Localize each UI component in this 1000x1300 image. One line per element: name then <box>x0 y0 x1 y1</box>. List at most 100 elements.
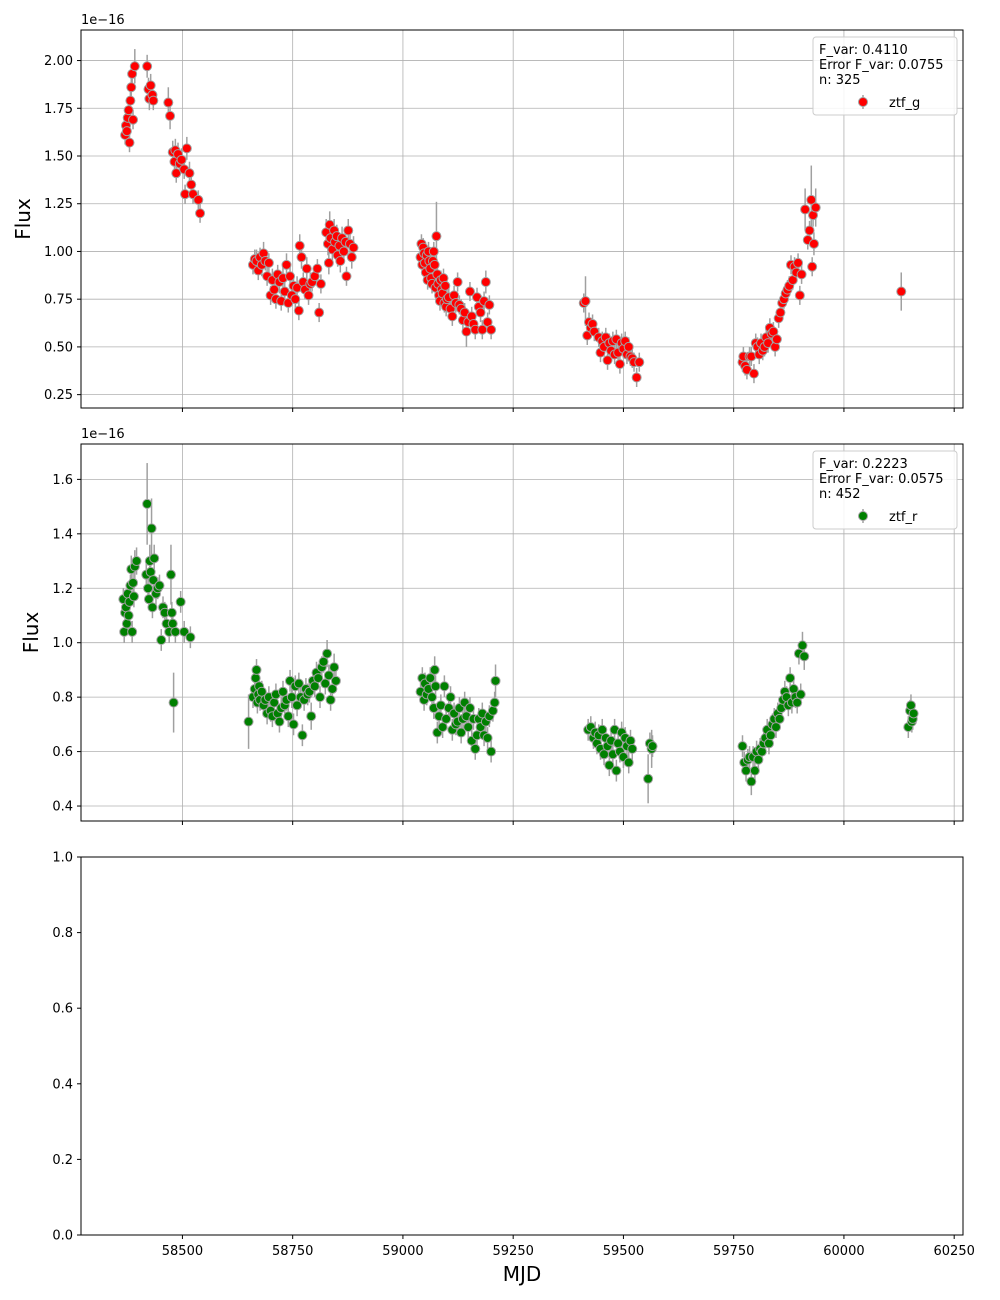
data-point <box>480 277 491 287</box>
data-point <box>623 757 634 768</box>
y-tick-label: 1.6 <box>52 473 73 488</box>
data-point <box>168 697 179 708</box>
data-point <box>314 307 325 318</box>
x-tick-label: 59750 <box>713 1244 754 1259</box>
data-point <box>748 368 759 379</box>
x-tick-label: 58750 <box>272 1244 313 1259</box>
data-point <box>431 231 442 242</box>
data-point <box>430 681 441 692</box>
data-point <box>143 594 154 605</box>
data-point <box>463 722 474 733</box>
data-point <box>179 626 190 637</box>
data-point <box>329 662 340 673</box>
axes-frame <box>80 443 964 822</box>
data-point <box>145 80 156 91</box>
data-point <box>896 286 907 297</box>
data-point <box>315 692 326 703</box>
data-point <box>487 705 498 716</box>
data-point <box>166 607 177 618</box>
data-point <box>123 105 134 116</box>
data-point <box>486 746 497 757</box>
data-point <box>800 204 811 215</box>
data-point <box>294 240 305 251</box>
data-point <box>623 341 634 352</box>
y-tick-label: 0.0 <box>52 1229 73 1244</box>
data-point <box>251 664 262 675</box>
data-point <box>614 359 625 370</box>
data-point <box>285 271 296 282</box>
panel-ztf_r: 0.4 0.6 0.8 1.0 1.2 1.4 1.6 1e−16 Flux F_var: 0.2… <box>19 427 964 825</box>
legend-stat: Error F_var: 0.0755 <box>819 58 944 73</box>
data-point <box>597 724 608 735</box>
data-point <box>195 208 206 219</box>
data-point <box>318 656 329 667</box>
data-point <box>327 683 338 694</box>
data-point <box>274 716 285 727</box>
data-point <box>145 566 156 577</box>
data-point <box>124 137 135 148</box>
data-point <box>170 626 181 637</box>
data-point <box>175 596 186 607</box>
data-point <box>142 498 153 509</box>
data-point <box>269 284 280 295</box>
data-point <box>441 713 452 724</box>
data-point <box>301 263 312 274</box>
y-tick-label: 1.4 <box>52 527 73 542</box>
data-point <box>602 355 613 366</box>
data-point <box>185 632 196 643</box>
x-tick-label: 59250 <box>493 1244 534 1259</box>
x-tick-label: 59500 <box>603 1244 644 1259</box>
data-point <box>908 708 919 719</box>
series-ztf_r <box>118 463 919 804</box>
data-point <box>343 225 354 236</box>
data-point <box>785 673 796 684</box>
data-point <box>429 259 440 270</box>
data-point <box>775 307 786 318</box>
data-point <box>146 523 157 534</box>
data-point <box>792 697 803 708</box>
data-point <box>297 730 308 741</box>
data-point <box>348 242 359 253</box>
y-tick-label: 1.75 <box>44 102 73 117</box>
data-point <box>171 168 182 179</box>
y-tick-label: 1.00 <box>44 245 73 260</box>
data-point <box>427 692 438 703</box>
data-point <box>286 692 297 703</box>
data-point <box>165 569 176 580</box>
data-point <box>330 675 341 686</box>
y-tick-label: 0.4 <box>52 800 73 815</box>
y-tick-label: 0.8 <box>52 926 73 941</box>
data-point <box>445 692 456 703</box>
panel-empty: 0.0 0.2 0.4 0.6 0.8 1.0 58500 58750 59000 59250 59… <box>52 851 975 1260</box>
data-point <box>283 711 294 722</box>
data-point <box>288 719 299 730</box>
data-point <box>470 743 481 754</box>
data-point <box>346 252 357 263</box>
data-point <box>763 738 774 749</box>
data-point <box>804 225 815 236</box>
data-point <box>475 307 486 318</box>
data-point <box>323 257 334 268</box>
data-point <box>643 773 654 784</box>
data-point <box>293 678 304 689</box>
y-tick-label: 0.75 <box>44 293 73 308</box>
data-point <box>905 700 916 711</box>
data-point <box>193 194 204 205</box>
y-tick-label: 0.4 <box>52 1077 73 1092</box>
panel-ztf_g: 0.25 0.50 0.75 1.00 1.25 1.50 1.75 2.00 1e−16 Flu… <box>11 13 964 412</box>
data-point <box>482 732 493 743</box>
legend-label: ztf_g <box>889 96 920 111</box>
offset-text: 1e−16 <box>81 427 125 442</box>
y-tick-label: 0.6 <box>52 1002 73 1017</box>
data-point <box>256 686 267 697</box>
y-tick-label: 1.0 <box>52 636 73 651</box>
data-point <box>128 577 139 588</box>
data-point <box>313 673 324 684</box>
data-point <box>793 257 804 268</box>
data-point <box>292 700 303 711</box>
data-point <box>128 591 139 602</box>
data-point <box>753 754 764 765</box>
series-ztf_g <box>120 49 907 387</box>
